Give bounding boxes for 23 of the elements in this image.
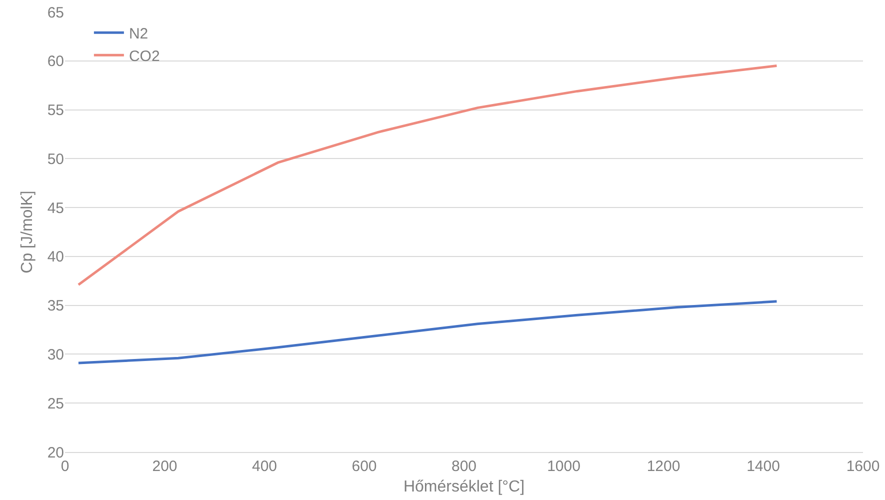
y-tick-label: 25 [47,395,64,412]
y-axis-title: Cp [J/molK] [19,190,36,274]
x-tick-label: 1400 [746,458,780,475]
line-series [77,300,778,364]
x-tick-label: 600 [352,458,377,475]
y-tick-label: 30 [47,346,64,364]
x-tick-label: 800 [451,458,477,475]
y-tick-label: 40 [47,248,64,266]
x-tick-label: 1600 [846,458,880,475]
x-tick-label: 1200 [646,458,680,475]
y-tick-label: 65 [47,4,64,22]
legend-label: CO2 [128,48,160,65]
y-tick-label: 60 [47,53,64,70]
x-tick-label: 1000 [547,458,580,475]
x-tick-label: 200 [152,458,178,475]
x-tick-label: 400 [252,458,278,475]
legend-label: N2 [128,26,148,42]
x-axis-title: Hőmérséklet [°C] [403,478,525,496]
line-series [77,64,778,286]
y-tick-label: 55 [47,102,64,120]
y-tick-label: 35 [47,298,64,315]
y-tick-label: 50 [47,150,64,168]
y-tick-label: 45 [47,200,64,217]
